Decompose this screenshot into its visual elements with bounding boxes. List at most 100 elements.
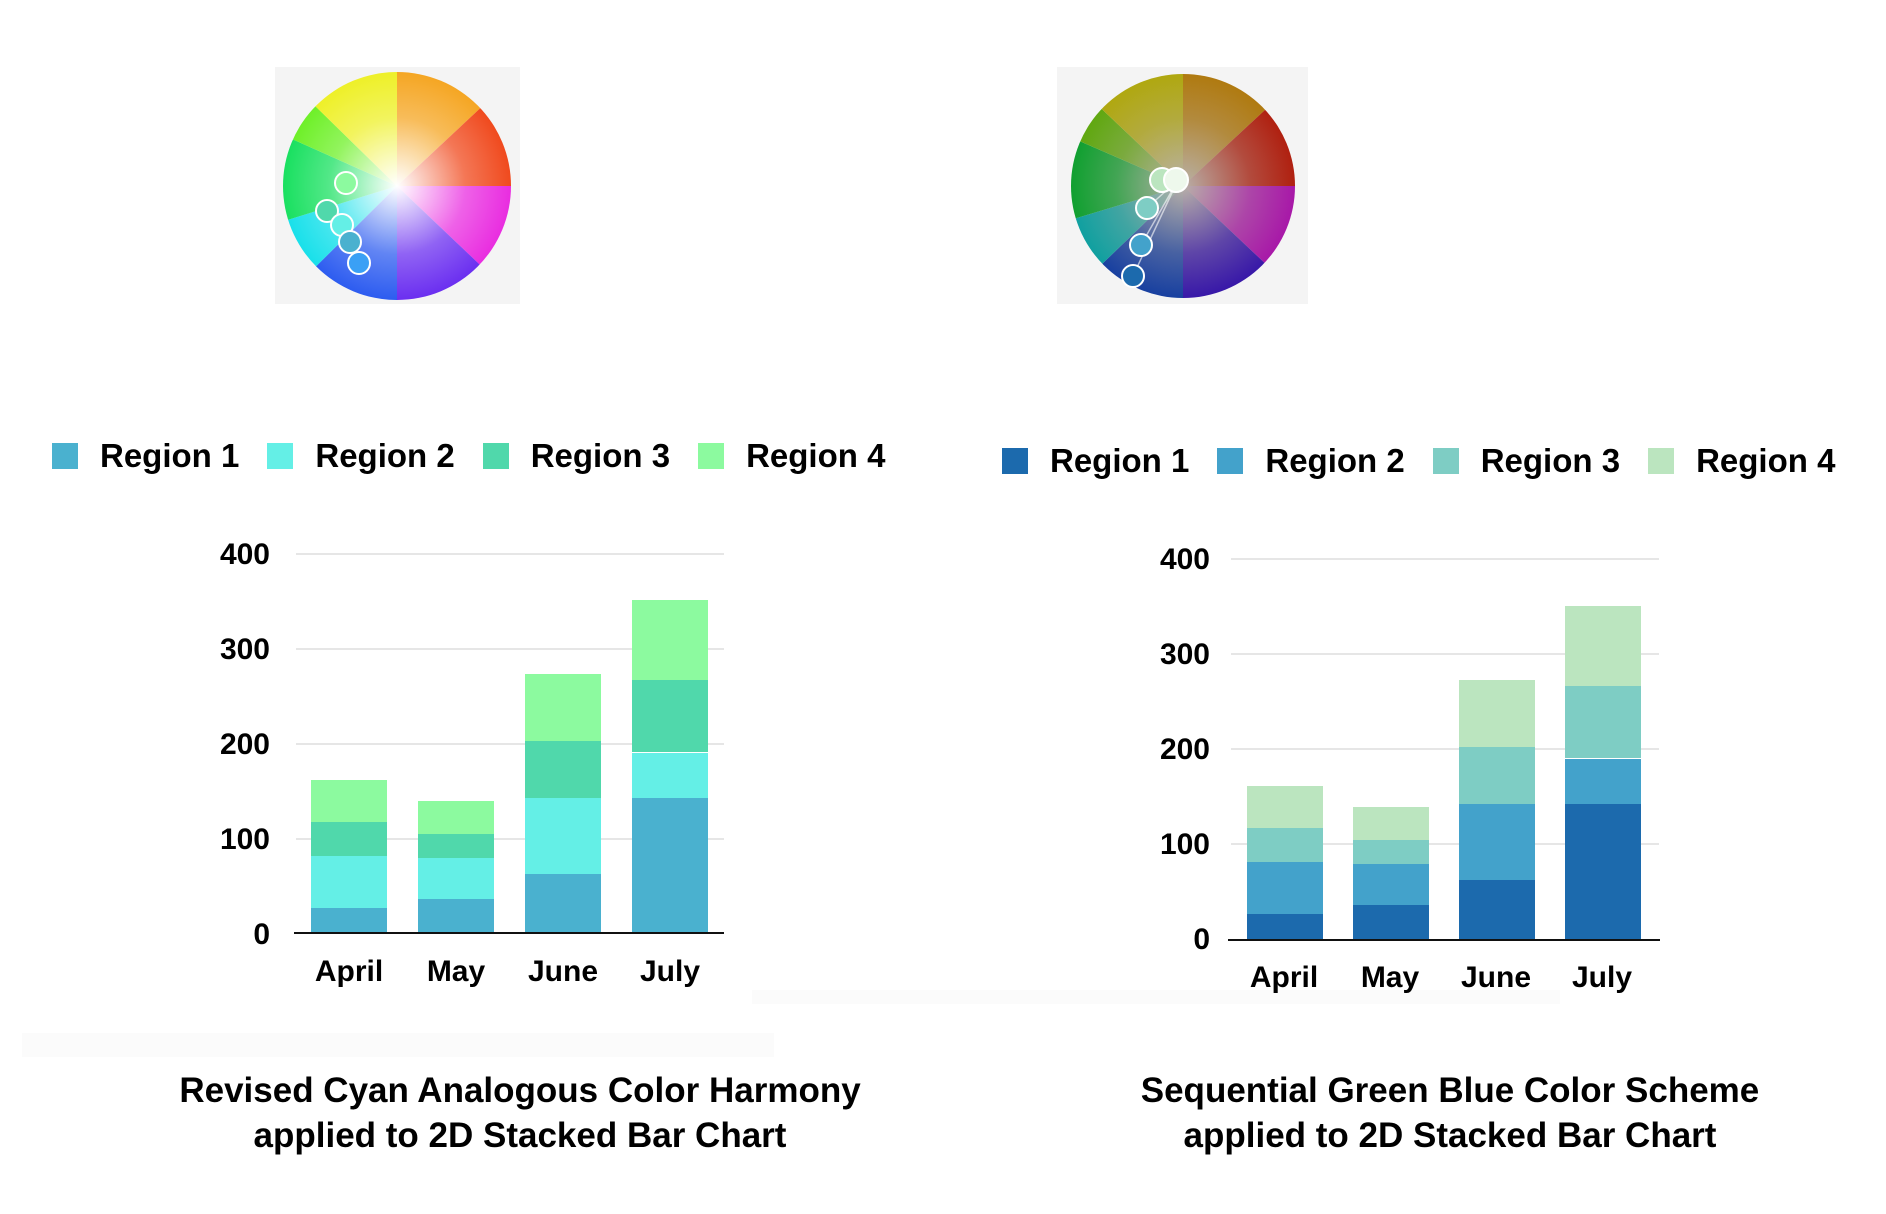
legend-item-region-4[interactable]: Region 4: [698, 437, 885, 475]
bar-segment-region-4[interactable]: [418, 800, 494, 835]
wheel-handle[interactable]: [334, 171, 358, 195]
legend-item-region-3[interactable]: Region 3: [482, 437, 671, 475]
y-tick-label: 0: [253, 918, 270, 951]
legend-label: Region 2: [315, 437, 455, 474]
bar-april[interactable]: [1247, 786, 1323, 939]
gridline: [1231, 843, 1659, 845]
bar-segment-region-4[interactable]: [1459, 679, 1535, 748]
legend-item-region-3[interactable]: Region 3: [1432, 442, 1621, 480]
bar-segment-region-3[interactable]: [525, 741, 601, 799]
bar-segment-region-2[interactable]: [1353, 863, 1429, 905]
y-tick-label: 400: [1159, 543, 1210, 576]
x-tick-label: July: [1571, 961, 1633, 994]
bar-segment-region-3[interactable]: [311, 821, 387, 857]
wheel-handle[interactable]: [338, 230, 362, 254]
bar-segment-region-4[interactable]: [1247, 786, 1323, 828]
bar-segment-region-1[interactable]: [1247, 914, 1323, 939]
bar-segment-region-1[interactable]: [525, 874, 601, 933]
gridline: [296, 553, 724, 555]
bar-segment-region-4[interactable]: [525, 673, 601, 742]
legend-item-region-2[interactable]: Region 2: [1217, 442, 1405, 480]
bar-segment-region-4[interactable]: [1565, 605, 1641, 687]
legend-swatch: [482, 443, 509, 469]
bar-segment-region-2[interactable]: [1459, 804, 1535, 881]
bar-segment-region-1[interactable]: [632, 798, 708, 933]
caption-line: Sequential Green Blue Color Scheme: [1140, 1071, 1760, 1110]
gridline: [296, 838, 724, 840]
color-wheel-panel-right: [1057, 67, 1308, 304]
bar-segment-region-3[interactable]: [1247, 827, 1323, 863]
x-tick-label: June: [527, 955, 599, 988]
bar-july[interactable]: [632, 599, 708, 933]
caption-shade-left: [22, 1033, 774, 1057]
bar-segment-region-2[interactable]: [525, 798, 601, 875]
bar-segment-region-3[interactable]: [418, 834, 494, 858]
y-tick-label: 0: [1193, 923, 1210, 956]
bar-june[interactable]: [525, 673, 601, 933]
bar-segment-region-2[interactable]: [311, 856, 387, 909]
legend-item-region-1[interactable]: Region 1: [52, 437, 239, 475]
bar-segment-region-1[interactable]: [1565, 804, 1641, 939]
x-tick-label: May: [1360, 961, 1420, 994]
bar-may[interactable]: [1353, 806, 1429, 939]
legend-swatch: [52, 443, 78, 469]
bar-segment-region-4[interactable]: [1353, 806, 1429, 841]
legend-swatch: [698, 443, 725, 469]
wheel-handle[interactable]: [1121, 264, 1145, 288]
legend-item-region-2[interactable]: Region 2: [267, 437, 455, 475]
bar-segment-region-3[interactable]: [1353, 840, 1429, 864]
bar-segment-region-4[interactable]: [632, 599, 708, 681]
gridline: [1231, 653, 1659, 655]
legend-label: Region 3: [1480, 442, 1621, 479]
bar-july[interactable]: [1565, 605, 1641, 939]
bar-segment-region-3[interactable]: [1565, 686, 1641, 759]
wheel-handle[interactable]: [315, 199, 339, 223]
legend-left: Region 1 Region 2 Region 3 Region 4: [52, 437, 913, 475]
legend-swatch: [1217, 448, 1244, 474]
y-tick-label: 400: [219, 538, 270, 571]
gridline: [1231, 558, 1659, 560]
wheel-handle[interactable]: [1163, 167, 1189, 193]
x-axis-line: [294, 932, 724, 934]
legend-label: Region 3: [530, 437, 671, 474]
bar-segment-region-2[interactable]: [632, 752, 708, 799]
legend-item-region-1[interactable]: Region 1: [1002, 442, 1189, 480]
bar-june[interactable]: [1459, 679, 1535, 939]
y-tick-label: 200: [219, 728, 270, 761]
legend-right: Region 1 Region 2 Region 3 Region 4: [1002, 442, 1863, 480]
bar-segment-region-1[interactable]: [311, 908, 387, 933]
color-wheel-icon: [1071, 74, 1295, 298]
legend-swatch: [267, 443, 294, 469]
bar-segment-region-1[interactable]: [1353, 904, 1429, 939]
legend-label: Region 2: [1265, 442, 1405, 479]
bar-segment-region-2[interactable]: [1247, 862, 1323, 915]
bar-segment-region-4[interactable]: [311, 780, 387, 822]
y-tick-label: 300: [1159, 638, 1210, 671]
wheel-handle[interactable]: [347, 251, 371, 275]
legend-swatch: [1432, 448, 1459, 474]
legend-label: Region 1: [1050, 442, 1190, 479]
caption-left: Revised Cyan Analogous Color Harmony app…: [110, 1068, 930, 1158]
bar-segment-region-3[interactable]: [632, 680, 708, 753]
bar-segment-region-2[interactable]: [1565, 758, 1641, 805]
bar-segment-region-3[interactable]: [1459, 747, 1535, 805]
legend-swatch: [1002, 448, 1028, 474]
caption-line: applied to 2D Stacked Bar Chart: [1183, 1116, 1717, 1155]
legend-label: Region 4: [1696, 442, 1836, 479]
legend-label: Region 4: [746, 437, 886, 474]
wheel-handle[interactable]: [1129, 233, 1153, 257]
y-tick-label: 200: [1159, 733, 1210, 766]
x-tick-label: June: [1460, 961, 1532, 994]
gridline: [296, 743, 724, 745]
legend-swatch: [1648, 448, 1675, 474]
bar-segment-region-1[interactable]: [1459, 880, 1535, 939]
legend-item-region-4[interactable]: Region 4: [1648, 442, 1835, 480]
bar-segment-region-1[interactable]: [418, 898, 494, 933]
bar-april[interactable]: [311, 780, 387, 933]
bar-segment-region-2[interactable]: [418, 857, 494, 899]
x-tick-label: April: [314, 955, 384, 988]
x-axis-line: [1228, 939, 1660, 941]
wheel-handle[interactable]: [1135, 196, 1159, 220]
bar-may[interactable]: [418, 800, 494, 933]
